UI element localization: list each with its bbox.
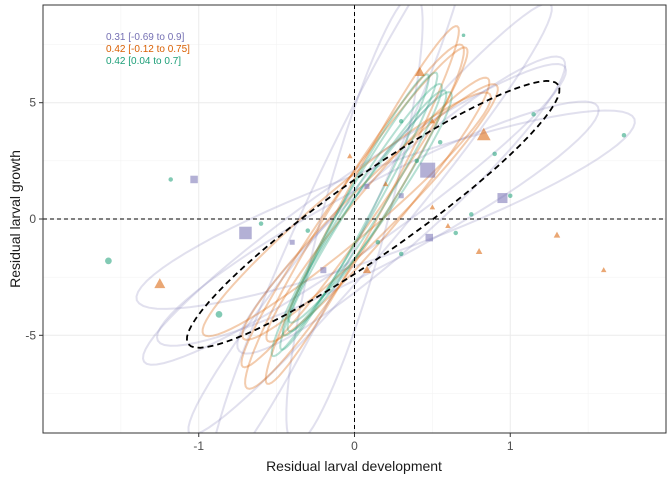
ellipse-purple <box>135 109 636 310</box>
data-point <box>469 212 474 217</box>
data-point <box>398 193 404 199</box>
data-point <box>289 239 295 245</box>
data-point <box>429 118 436 124</box>
data-point <box>375 240 381 245</box>
data-point <box>553 231 561 238</box>
data-point <box>154 278 166 289</box>
data-point <box>168 177 173 182</box>
data-point <box>497 193 508 204</box>
ellipse-orange <box>241 83 499 341</box>
ellipse-green <box>279 73 430 351</box>
data-point <box>398 119 404 124</box>
ellipse-green <box>281 82 443 337</box>
ellipse-green <box>286 89 448 333</box>
data-point <box>621 133 627 138</box>
x-tick-label: 1 <box>507 439 514 453</box>
ellipse-purple <box>187 5 553 433</box>
data-point <box>437 139 443 145</box>
data-points <box>105 33 627 318</box>
ellipse-green <box>270 71 439 358</box>
ellipse-green <box>287 91 453 324</box>
data-point <box>398 251 404 257</box>
ellipse-purple <box>285 5 424 433</box>
data-point <box>531 112 536 117</box>
data-point <box>347 153 353 159</box>
data-point <box>239 226 252 240</box>
legend-entry: 0.31 [-0.69 to 0.9] <box>106 32 185 43</box>
axis-ticks: -1 0 1 -5 0 5 <box>25 96 514 453</box>
data-point <box>364 183 370 189</box>
data-point <box>305 228 311 233</box>
data-point <box>425 233 434 242</box>
data-point <box>476 127 491 141</box>
y-tick-label: 0 <box>29 212 36 226</box>
data-point <box>190 175 198 184</box>
ellipse-purple <box>215 5 456 433</box>
data-point <box>382 181 389 187</box>
data-point <box>258 221 264 226</box>
data-point <box>414 67 425 77</box>
data-point <box>105 257 112 265</box>
data-point <box>215 310 223 318</box>
y-axis-title: Residual larval growth <box>7 150 23 288</box>
data-point <box>453 230 458 236</box>
data-point <box>414 158 420 164</box>
legend: 0.31 [-0.69 to 0.9]0.42 [-0.12 to 0.75]0… <box>106 32 190 67</box>
data-point <box>420 162 436 178</box>
overall-ellipse <box>185 79 561 349</box>
ellipse-purple <box>141 62 568 366</box>
y-tick-label: -5 <box>25 328 36 342</box>
data-point <box>320 267 327 274</box>
ellipse-purple <box>236 55 567 355</box>
y-tick-label: 5 <box>29 96 36 110</box>
data-point <box>461 33 466 38</box>
ellipse-orange <box>265 76 491 343</box>
ellipse-orange <box>244 43 465 390</box>
data-point <box>429 204 436 210</box>
x-tick-label: 0 <box>351 439 358 453</box>
confidence-ellipses <box>135 5 636 433</box>
reference-lines <box>43 5 666 433</box>
data-point <box>362 265 372 274</box>
x-tick-label: -1 <box>193 439 204 453</box>
data-point <box>508 193 513 198</box>
ellipse-orange <box>240 46 469 369</box>
data-point <box>445 222 451 228</box>
ellipse-orange <box>264 25 460 385</box>
legend-entry: 0.42 [0.04 to 0.7] <box>106 56 181 67</box>
data-point <box>475 247 483 254</box>
data-point <box>492 151 497 157</box>
x-axis-title: Residual larval development <box>266 458 442 474</box>
data-point <box>600 267 607 273</box>
legend-entry: 0.42 [-0.12 to 0.75] <box>106 44 190 55</box>
